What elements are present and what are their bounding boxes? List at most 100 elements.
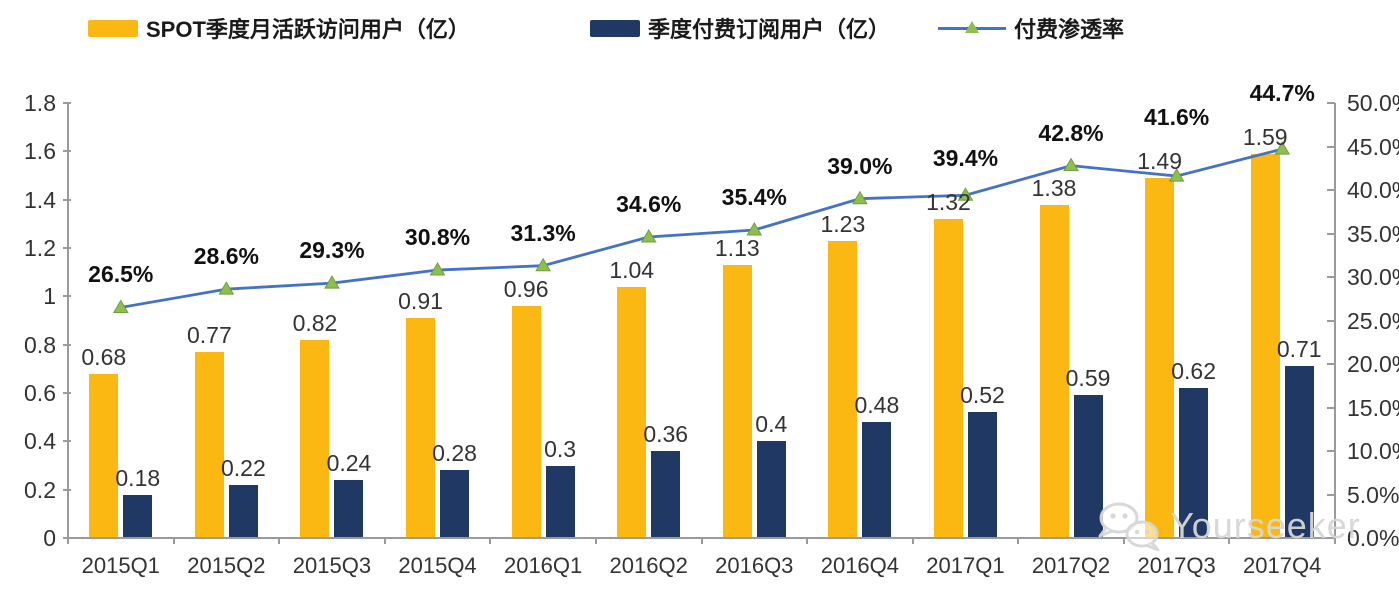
x-axis-tick (1228, 537, 1231, 544)
x-axis-tick (489, 537, 492, 544)
legend-item-subscribers: 季度付费订阅用户（亿） (590, 14, 890, 42)
penetration-rate-label: 41.6% (1144, 103, 1210, 130)
x-axis-tick (1122, 537, 1125, 544)
mau-bar (194, 351, 224, 537)
x-axis-tick (278, 537, 281, 544)
x-axis-category-label: 2016Q1 (503, 553, 583, 578)
left-axis-tick-label: 1.2 (24, 235, 56, 261)
x-axis-tick (383, 537, 386, 544)
right-axis-tick-label: 10.0% (1347, 438, 1399, 464)
x-axis-category-label: 2016Q2 (609, 553, 688, 578)
mau-bar (406, 318, 436, 537)
right-axis-tick (1327, 537, 1335, 539)
left-axis-line (67, 103, 69, 539)
right-axis-tick (1327, 102, 1335, 104)
right-axis-tick-label: 5.0% (1347, 481, 1399, 508)
left-axis-tick-label: 1.6 (24, 138, 56, 165)
right-axis-line (1334, 103, 1336, 539)
penetration-rate-label: 39.0% (827, 152, 893, 179)
x-axis-tick (67, 537, 69, 544)
right-axis-tick-label: 30.0% (1347, 264, 1399, 290)
left-axis-tick-label: 0.2 (24, 476, 56, 503)
penetration-rate-label: 28.6% (193, 243, 259, 270)
penetration-rate-label: 34.6% (616, 190, 682, 217)
right-axis-tick-label: 25.0% (1347, 307, 1399, 334)
right-axis-tick (1327, 363, 1335, 365)
penetration-rate-label: 42.8% (1038, 119, 1104, 146)
x-axis-category-label: 2017Q2 (1031, 553, 1111, 578)
subscriber-value-label: 0.71 (1276, 336, 1322, 363)
subscriber-value-label: 0.24 (326, 450, 372, 476)
mau-bar (617, 286, 647, 537)
x-axis-tick (911, 537, 914, 544)
mau-value-label: 0.82 (292, 309, 338, 336)
penetration-marker-icon (1063, 157, 1079, 172)
legend-label-subscribers: 季度付费订阅用户（亿） (648, 17, 891, 42)
mau-value-label: 0.68 (81, 343, 127, 370)
right-axis-tick-label: 35.0% (1347, 220, 1399, 247)
subscriber-bar (1284, 366, 1314, 537)
mau-value-label: 0.96 (503, 276, 549, 302)
left-axis-tick (63, 295, 71, 298)
penetration-rate-label: 44.7% (1249, 79, 1315, 106)
left-axis-tick-label: 0.6 (24, 380, 56, 406)
subscriber-bar (756, 441, 786, 537)
right-axis-tick-label: 0.0% (1347, 525, 1399, 551)
x-axis-category-label: 2015Q3 (292, 553, 372, 578)
mau-value-label: 1.49 (1137, 147, 1182, 174)
mau-value-label: 1.23 (820, 210, 866, 237)
left-axis-tick-label: 0.8 (24, 331, 56, 358)
x-axis-tick (594, 537, 597, 544)
penetration-marker-icon (429, 262, 446, 276)
penetration-rate-label: 31.3% (510, 219, 576, 246)
subscriber-bar (862, 422, 892, 537)
penetration-marker-icon (852, 190, 868, 205)
x-axis-category-label: 2015Q4 (398, 553, 477, 578)
left-axis-tick-label: 0 (43, 525, 56, 551)
mau-bar (300, 339, 330, 537)
subscriber-value-label: 0.28 (432, 440, 477, 467)
left-axis-tick (63, 150, 71, 153)
mau-value-label: 1.59 (1242, 123, 1288, 150)
legend-item-mau: SPOT季度月活跃访问用户（亿） (88, 14, 470, 42)
watermark: Yourseeker (1092, 498, 1361, 554)
left-axis-tick-label: 1.4 (24, 186, 56, 213)
penetration-marker-icon (112, 299, 129, 313)
mau-bar (89, 373, 119, 537)
penetration-rate-label: 30.8% (404, 224, 471, 251)
penetration-marker-icon (324, 275, 340, 289)
subscriber-bar (1073, 395, 1103, 537)
subscriber-bar (1179, 388, 1209, 537)
mau-value-label: 0.91 (398, 288, 443, 315)
x-axis-category-label: 2015Q2 (187, 553, 266, 578)
subscriber-value-label: 0.52 (960, 382, 1005, 409)
legend-label-mau: SPOT季度月活跃访问用户（亿） (146, 17, 470, 42)
x-axis-tick (806, 537, 809, 544)
right-axis-tick (1327, 189, 1335, 191)
subscriber-bar (651, 451, 681, 537)
left-axis-tick-label: 1 (43, 283, 56, 310)
right-axis-tick (1327, 450, 1335, 452)
penetration-rate-label: 26.5% (88, 261, 154, 288)
subscriber-bar (440, 470, 470, 537)
mau-value-label: 1.04 (609, 256, 655, 283)
legend-line-marker-icon (938, 21, 1006, 35)
wechat-icon (1098, 502, 1160, 552)
mau-value-label: 0.77 (186, 321, 232, 348)
x-axis-category-label: 2016Q4 (820, 553, 900, 578)
left-axis-tick (63, 102, 71, 104)
right-axis-tick-label: 45.0% (1347, 133, 1399, 160)
mau-bar (511, 306, 541, 537)
subscriber-value-label: 0.18 (115, 464, 161, 491)
x-axis-category-label: 2017Q1 (926, 553, 1005, 578)
subscriber-value-label: 0.59 (1065, 365, 1111, 392)
left-axis-tick (63, 488, 71, 491)
x-axis-tick (1334, 537, 1336, 544)
x-axis-category-label: 2015Q1 (81, 553, 160, 578)
subscriber-value-label: 0.4 (755, 411, 788, 438)
mau-bar (828, 240, 858, 537)
penetration-marker-icon (535, 257, 551, 272)
subscriber-bar (334, 480, 364, 537)
mau-bar (933, 219, 963, 537)
